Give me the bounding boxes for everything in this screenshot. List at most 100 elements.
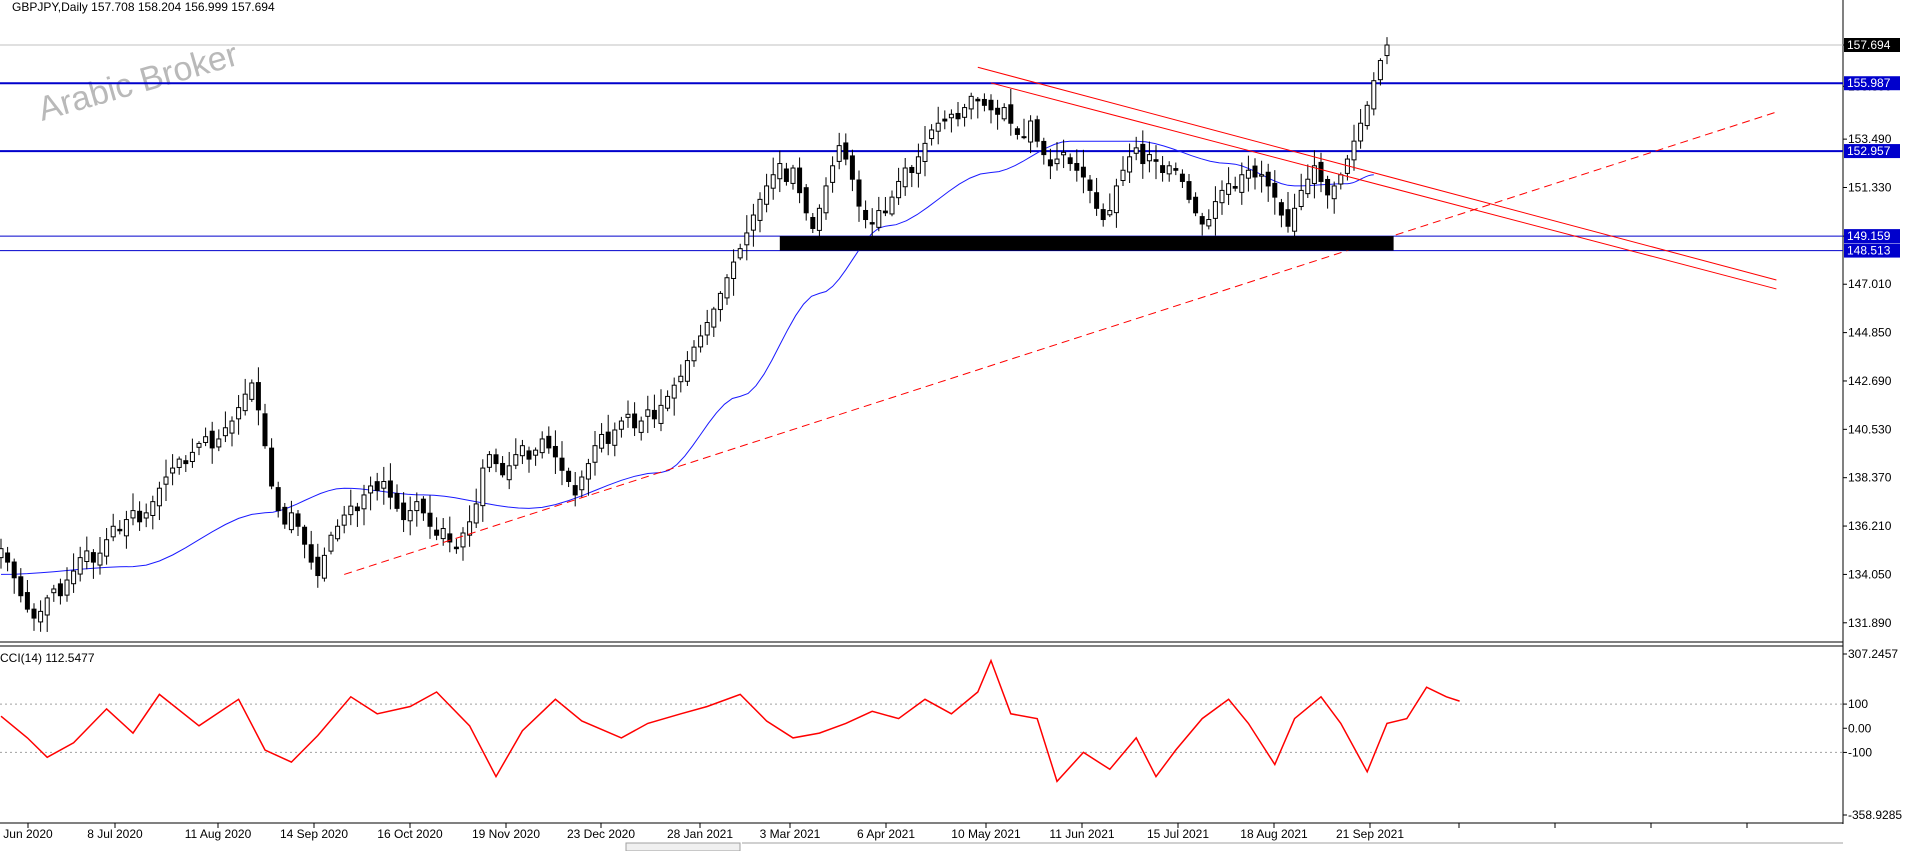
candle-body — [816, 207, 822, 231]
candle-body — [962, 107, 968, 118]
candle — [348, 489, 354, 526]
candle — [658, 389, 664, 432]
candle-body — [295, 513, 301, 527]
candle — [816, 204, 822, 238]
candle — [11, 558, 17, 594]
candle-body — [420, 498, 426, 514]
candle — [1285, 192, 1291, 233]
candle-body — [255, 382, 261, 411]
price-tick-label: 151.330 — [1848, 181, 1892, 195]
candle-body — [1034, 119, 1040, 142]
cci-pane: CCI(14) 112.5477 307.2457 100 0.00 -100 -358… — [0, 647, 1902, 822]
candle — [843, 133, 849, 166]
candle — [909, 164, 915, 188]
price-tick-label: 138.370 — [1848, 471, 1892, 485]
candle — [1034, 115, 1040, 148]
candle-body — [104, 539, 110, 557]
candle-body — [935, 122, 941, 132]
candle — [585, 458, 591, 496]
candle — [97, 537, 103, 575]
candle-body — [1186, 181, 1192, 200]
support-zone-layer — [779, 236, 1394, 251]
candle-body — [163, 476, 169, 485]
candle — [143, 503, 149, 528]
candle — [288, 500, 294, 534]
candle-body — [1047, 159, 1053, 167]
candle — [803, 184, 809, 221]
candle — [698, 324, 704, 353]
candle — [1107, 193, 1113, 218]
candle — [671, 377, 677, 416]
candle — [612, 422, 618, 457]
candle-body — [1140, 143, 1146, 165]
candle — [242, 378, 248, 416]
candle-body — [1127, 156, 1133, 173]
candle-body — [57, 583, 63, 597]
candle-body — [889, 196, 895, 215]
candle-body — [1054, 158, 1060, 165]
candle — [1087, 175, 1093, 204]
candle-body — [638, 420, 644, 433]
candle — [170, 454, 176, 486]
candle-body — [691, 346, 697, 362]
price-tag-box — [1844, 144, 1900, 159]
trendline[interactable] — [977, 66, 1777, 281]
support-zone-rectangle[interactable] — [779, 236, 1394, 251]
candle — [856, 170, 862, 222]
candle-body — [863, 209, 869, 221]
candle-body — [1245, 169, 1251, 179]
candle-body — [1113, 185, 1119, 214]
candle — [797, 157, 803, 204]
candle — [599, 423, 605, 453]
candle-body — [790, 167, 796, 184]
candle — [222, 411, 228, 443]
time-tick-label: 21 Sep 2021 — [1336, 827, 1404, 841]
candle-body — [51, 588, 57, 594]
candle — [1041, 137, 1047, 165]
candle-body — [849, 155, 855, 180]
candle — [130, 493, 136, 526]
candle-body — [942, 118, 948, 122]
candle — [737, 243, 743, 261]
candle — [1008, 88, 1014, 136]
candle-body — [64, 579, 70, 596]
candle-body — [123, 519, 129, 537]
candle-body — [38, 610, 44, 623]
candle — [717, 291, 723, 322]
candle-body — [1252, 165, 1258, 178]
candle-body — [374, 481, 380, 491]
candle — [156, 481, 162, 521]
candle — [684, 351, 690, 386]
candle-body — [222, 427, 228, 437]
candle-body — [671, 384, 677, 399]
candle-body — [539, 438, 545, 454]
candle-body — [1259, 174, 1265, 177]
candle — [1001, 103, 1007, 122]
candle-body — [209, 430, 215, 449]
candle-body — [150, 501, 156, 516]
candle-body — [823, 185, 829, 214]
candle-body — [572, 485, 578, 496]
candle-body — [1100, 209, 1106, 221]
candle-body — [1331, 185, 1337, 200]
candle — [1153, 145, 1159, 180]
candle-body — [387, 480, 393, 498]
candle-body — [414, 501, 420, 512]
dashed-trendline[interactable] — [344, 111, 1777, 575]
price-tag-label: 148.513 — [1847, 244, 1891, 258]
candle — [137, 501, 143, 531]
candle — [1074, 149, 1080, 182]
trendline[interactable] — [990, 82, 1777, 290]
candle — [889, 190, 895, 217]
candle — [1219, 180, 1225, 215]
time-axis-ticks: Jun 2020 8 Jul 2020 11 Aug 2020 14 Sep 2020… — [3, 823, 1843, 851]
candle — [38, 600, 44, 632]
candle-body — [618, 420, 624, 430]
candle-body — [1001, 107, 1007, 120]
horizontal-scrollbar[interactable] — [625, 842, 741, 851]
candle-body — [1179, 173, 1185, 182]
candle — [407, 496, 413, 536]
